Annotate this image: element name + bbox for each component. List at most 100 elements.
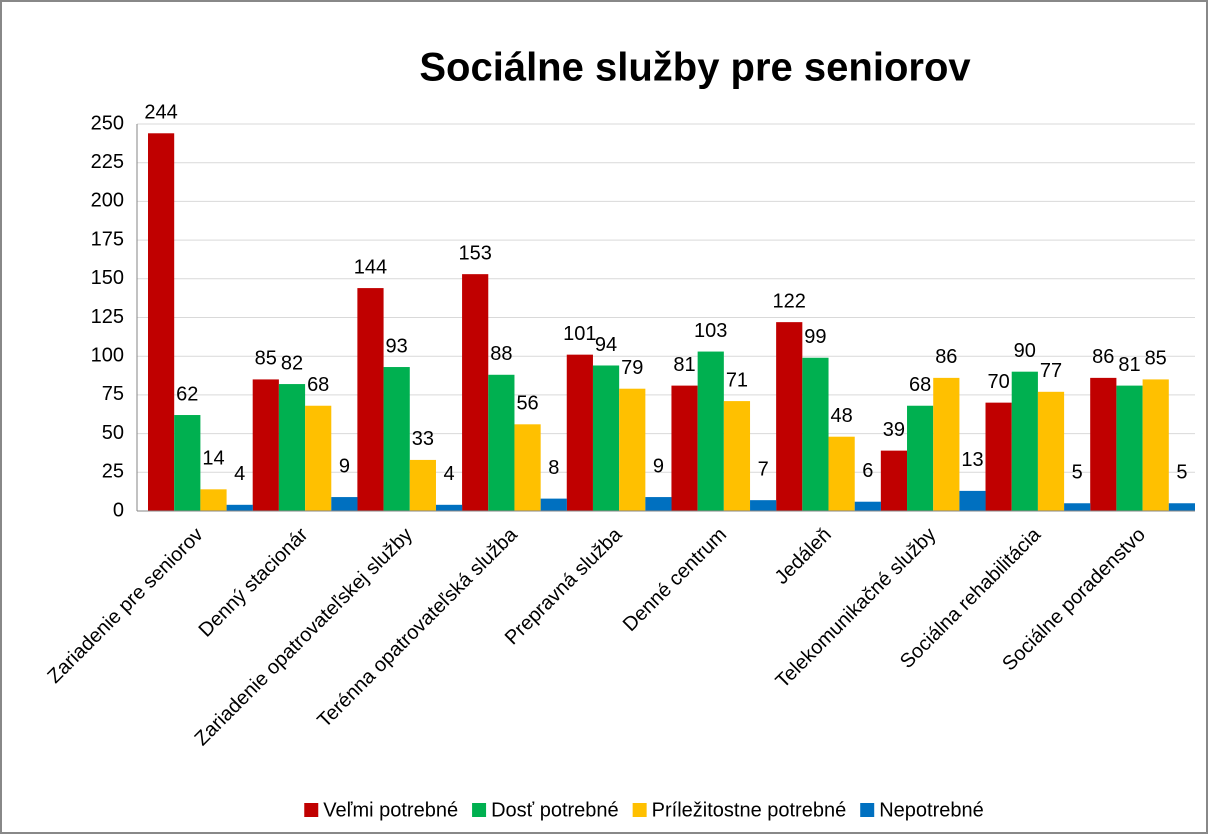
bar (148, 133, 175, 511)
bar (671, 385, 698, 511)
data-label: 4 (444, 463, 455, 485)
data-label: 77 (1040, 360, 1062, 382)
data-label: 62 (176, 383, 198, 405)
bar (645, 497, 672, 511)
y-tick-label: 250 (91, 112, 124, 134)
data-label: 13 (961, 449, 983, 471)
bar (305, 405, 332, 511)
data-label: 85 (255, 348, 277, 370)
bar (592, 365, 620, 511)
data-label: 85 (1145, 348, 1167, 370)
bar (933, 377, 960, 511)
data-label: 81 (673, 354, 695, 376)
data-label: 94 (595, 334, 617, 356)
y-tick-label: 150 (91, 267, 124, 289)
bar (697, 351, 724, 511)
bar (880, 450, 908, 511)
bar (383, 367, 410, 511)
legend-swatch (632, 803, 647, 817)
bar (1090, 377, 1117, 511)
legend-swatch (304, 803, 319, 817)
y-tick-label: 50 (102, 422, 124, 444)
bar (540, 498, 567, 511)
data-label: 68 (909, 374, 931, 396)
bar (409, 459, 436, 511)
bar (488, 374, 515, 511)
y-tick-label: 25 (102, 461, 124, 483)
legend-label: Dosť potrebné (491, 799, 619, 821)
y-tick-label: 125 (91, 306, 124, 328)
legend: Veľmi potrebné Dosť potrebné Príležitostne… (304, 799, 984, 821)
bar (435, 504, 463, 511)
y-tick-label: 200 (91, 190, 124, 212)
data-label: 33 (412, 428, 434, 450)
legend-label: Príležitostne potrebné (652, 799, 847, 821)
legend-swatch (472, 803, 487, 817)
data-label: 70 (987, 371, 1009, 393)
bar (776, 322, 803, 511)
bar (854, 501, 881, 511)
legend-label: Veľmi potrebné (323, 799, 458, 821)
data-label: 7 (758, 458, 769, 480)
bar (959, 490, 986, 511)
data-label: 86 (935, 346, 957, 368)
y-tick-label: 0 (113, 499, 124, 521)
data-label: 86 (1092, 346, 1114, 368)
bar (828, 436, 855, 511)
bar (278, 384, 306, 511)
data-label: 56 (516, 393, 538, 415)
bar (462, 274, 489, 511)
bar (331, 497, 358, 511)
y-tick-label: 225 (91, 151, 124, 173)
data-label: 48 (831, 405, 853, 427)
y-tick-label: 75 (102, 383, 124, 405)
bar (907, 405, 934, 511)
data-label: 99 (804, 326, 826, 348)
data-label: 144 (354, 256, 387, 278)
data-label: 88 (490, 343, 512, 365)
data-label: 8 (548, 457, 559, 479)
legend-swatch (860, 803, 875, 817)
data-label: 9 (339, 455, 350, 477)
bar (357, 288, 384, 511)
legend-label: Nepotrebné (879, 799, 984, 821)
bar (802, 357, 829, 511)
y-tick-label: 100 (91, 344, 124, 366)
data-label: 5 (1176, 462, 1187, 484)
data-label: 101 (563, 323, 596, 345)
data-label: 5 (1072, 462, 1083, 484)
data-label: 79 (621, 357, 643, 379)
data-label: 14 (202, 448, 224, 470)
data-label: 122 (773, 290, 806, 312)
data-label: 82 (281, 352, 303, 374)
bar (1037, 391, 1065, 511)
data-label: 81 (1118, 354, 1140, 376)
bar (200, 489, 227, 511)
data-label: 90 (1014, 340, 1036, 362)
data-label: 39 (883, 419, 905, 441)
data-label: 71 (726, 369, 748, 391)
data-label: 68 (307, 374, 329, 396)
data-label: 103 (694, 320, 727, 342)
data-label: 244 (144, 102, 177, 124)
bar (1116, 385, 1143, 511)
data-label: 4 (234, 463, 245, 485)
bar (514, 424, 541, 511)
bar (1142, 379, 1169, 511)
chart-title: Sociálne služby pre seniorov (419, 46, 971, 90)
bar (1168, 503, 1195, 511)
bar (174, 415, 201, 511)
bar (619, 388, 646, 511)
bar (252, 379, 279, 511)
data-label: 93 (386, 335, 408, 357)
bar (985, 402, 1012, 511)
y-tick-label: 175 (91, 228, 124, 250)
bar (226, 504, 253, 511)
data-label: 6 (862, 460, 873, 482)
bar (723, 401, 751, 511)
bar (1064, 503, 1091, 511)
bar (1011, 371, 1038, 511)
bar (750, 500, 777, 511)
bar (566, 354, 593, 511)
